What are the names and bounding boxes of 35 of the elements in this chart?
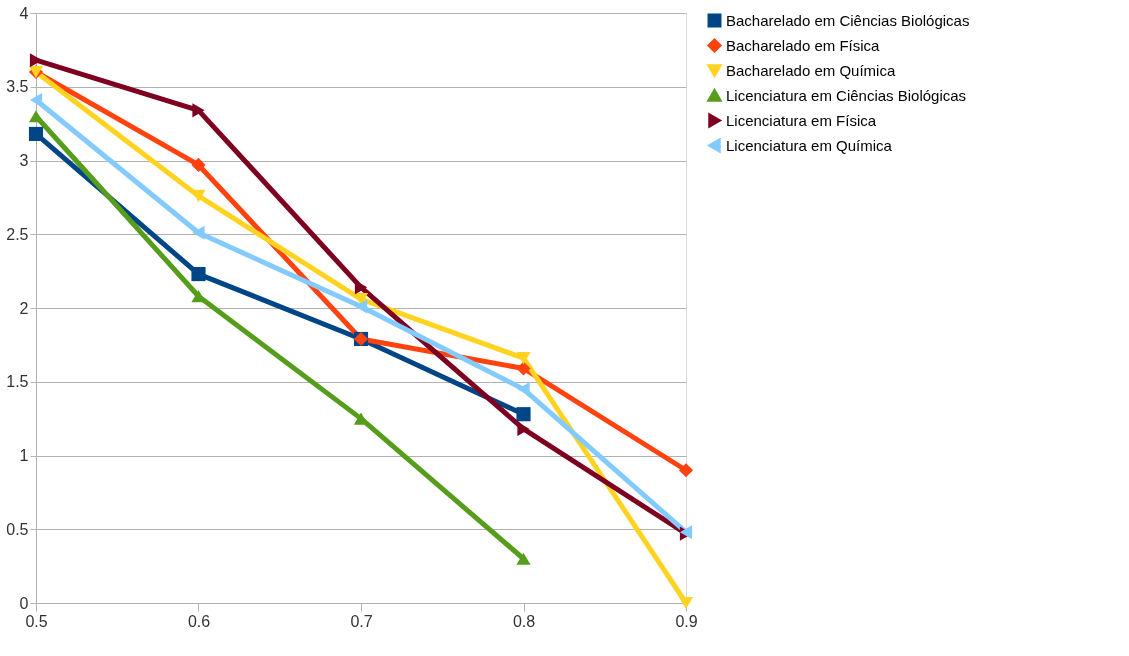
y-tick-label: 0.5 <box>6 520 29 538</box>
point <box>354 299 368 314</box>
y-tick-label: 1 <box>19 447 29 464</box>
point <box>516 407 531 422</box>
point <box>191 189 206 203</box>
legend-label: Licenciatura em Física <box>726 111 877 129</box>
point <box>191 267 206 282</box>
point <box>354 280 368 295</box>
point <box>29 53 43 68</box>
y-tick-label: 0 <box>19 594 29 612</box>
y-tick-label: 4 <box>19 4 29 22</box>
x-tick-label: 0.8 <box>512 612 536 630</box>
point <box>28 126 44 142</box>
y-tick-label: 2 <box>19 299 29 317</box>
x-tick-label: 0.9 <box>675 612 698 630</box>
point <box>516 352 531 365</box>
legend-label: Licenciatura em Ciências Biológicas <box>726 86 967 104</box>
legend-label: Bacharelado em Ciências Biológicas <box>726 11 970 29</box>
point <box>516 361 531 376</box>
x-tick-label: 0.7 <box>350 612 373 630</box>
point <box>192 103 205 118</box>
point <box>517 421 530 437</box>
point <box>678 596 694 610</box>
point <box>192 225 205 240</box>
legend-label: Licenciatura em Química <box>726 136 893 154</box>
legend-label: Bacharelado em Física <box>726 36 881 54</box>
legend-label: Bacharelado em Química <box>726 61 896 79</box>
point <box>516 552 531 565</box>
y-tick-label: 1.5 <box>6 373 29 391</box>
x-tick-label: 0.6 <box>187 612 211 630</box>
y-tick-label: 3.5 <box>6 78 29 96</box>
point <box>678 463 694 478</box>
y-tick-label: 3 <box>19 152 29 169</box>
y-tick-label: 2.5 <box>6 225 29 243</box>
point <box>191 157 206 172</box>
